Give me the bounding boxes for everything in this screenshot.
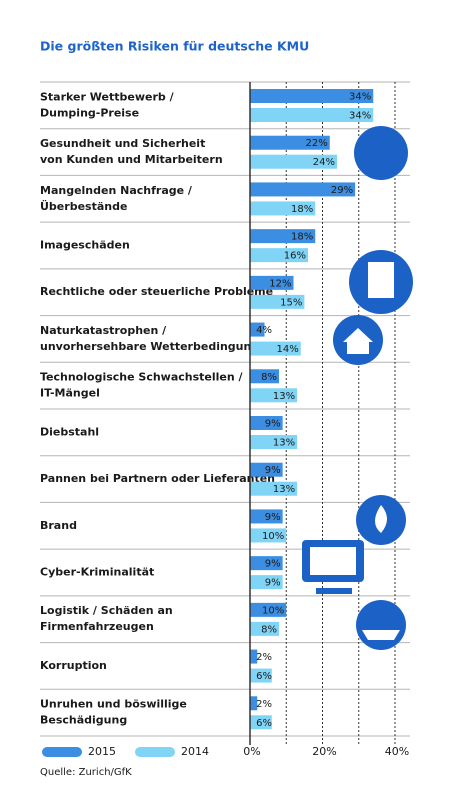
bar	[250, 369, 279, 384]
bar	[250, 602, 287, 617]
bar	[250, 575, 283, 590]
bar-value-label: 16%	[284, 251, 306, 262]
category-label: Cyber-Kriminalität	[40, 566, 154, 579]
bar	[250, 621, 279, 636]
bar	[250, 462, 283, 477]
bar-value-label: 8%	[261, 372, 277, 383]
bar-value-label: 34%	[349, 92, 371, 103]
bar	[250, 154, 337, 169]
bar	[250, 649, 258, 664]
bar-value-label: 9%	[265, 559, 281, 570]
legend-label: 2015	[88, 745, 116, 758]
x-tick-label: 0%	[243, 745, 260, 758]
bar-value-label: 14%	[277, 344, 299, 355]
category-label: Korruption	[40, 659, 107, 672]
bar	[250, 275, 294, 290]
x-tick-label: 20%	[312, 745, 336, 758]
icon-monitor-screen	[310, 547, 356, 575]
bar-value-label: 8%	[261, 624, 277, 635]
bar-value-label: 6%	[256, 671, 272, 682]
category-label: Rechtliche oder steuerliche Probleme	[40, 285, 273, 298]
source: Quelle: Zurich/GfK	[40, 767, 132, 778]
category-label: Überbestände	[40, 199, 127, 213]
bar	[250, 182, 356, 197]
icon-ship-shape	[362, 630, 400, 640]
category-label: Gesundheit und Sicherheit	[40, 137, 205, 150]
bar-value-label: 29%	[331, 185, 353, 196]
category-label: Imageschäden	[40, 239, 130, 252]
bar	[250, 294, 305, 309]
icon-health	[354, 126, 408, 180]
bar-value-label: 22%	[306, 138, 328, 149]
bar	[250, 229, 316, 244]
bar-value-label: 13%	[273, 484, 295, 495]
bar-value-label: 9%	[265, 512, 281, 523]
bar	[250, 89, 374, 103]
icon-document-page	[368, 262, 394, 298]
icon-ship	[356, 600, 406, 650]
bar-value-label: 10%	[262, 531, 284, 542]
bar-value-label: 9%	[265, 578, 281, 589]
bar	[250, 416, 283, 430]
bar	[250, 696, 258, 711]
bar-value-label: 2%	[256, 699, 272, 710]
bar	[250, 388, 298, 403]
category-label: Starker Wettbewerb /	[40, 90, 175, 103]
category-label: Brand	[40, 519, 77, 532]
bar	[250, 201, 316, 216]
bar-value-label: 6%	[256, 718, 272, 729]
bar	[250, 556, 283, 571]
bar	[250, 481, 298, 496]
icon-keyboard	[316, 588, 352, 594]
category-label: Beschädigung	[40, 714, 127, 727]
bar-value-label: 18%	[291, 204, 313, 215]
category-label: Technologische Schwachstellen /	[40, 371, 244, 384]
bar	[250, 248, 308, 263]
bar	[250, 715, 272, 730]
category-label: Firmenfahrzeugen	[40, 620, 154, 633]
icons	[302, 126, 413, 650]
bar	[250, 322, 265, 337]
bar-value-label: 13%	[273, 391, 295, 402]
category-label: unvorhersehbare Wetterbedingungen	[40, 340, 275, 353]
bar	[250, 435, 298, 449]
legend-swatch	[42, 747, 82, 757]
category-label: von Kunden und Mitarbeitern	[40, 153, 223, 166]
bar-value-label: 15%	[280, 297, 302, 308]
legend-label: 2014	[181, 745, 209, 758]
bar-value-label: 9%	[265, 465, 281, 476]
category-label: Dumping-Preise	[40, 106, 139, 119]
category-label: Pannen bei Partnern oder Lieferanten	[40, 472, 275, 485]
x-tick-label: 40%	[385, 745, 409, 758]
category-label: Naturkatastrophen /	[40, 324, 167, 337]
bar-value-label: 2%	[256, 652, 272, 663]
chart-title: Die größten Risiken für deutsche KMU	[40, 39, 309, 54]
bar	[250, 135, 330, 150]
bar	[250, 341, 301, 356]
category-label: Unruhen und böswillige	[40, 698, 187, 711]
bar-value-label: 9%	[265, 419, 281, 430]
category-label: Mangelnden Nachfrage /	[40, 184, 193, 197]
icon-house-shape	[343, 328, 373, 354]
bar-value-label: 24%	[313, 157, 335, 168]
bar-value-label: 10%	[262, 605, 284, 616]
bar	[250, 528, 287, 543]
bar-value-label: 4%	[256, 325, 272, 336]
category-label: IT-Mängel	[40, 387, 100, 400]
bar	[250, 108, 374, 122]
bar	[250, 668, 272, 683]
bar-value-label: 12%	[269, 278, 291, 289]
bar-value-label: 34%	[349, 111, 371, 122]
icon-fire-shape	[375, 505, 387, 533]
bar	[250, 509, 283, 524]
bar-value-label: 18%	[291, 232, 313, 243]
category-label: Logistik / Schäden an	[40, 604, 173, 617]
legend-swatch	[135, 747, 175, 757]
bar-value-label: 13%	[273, 438, 295, 449]
category-label: Diebstahl	[40, 425, 99, 438]
